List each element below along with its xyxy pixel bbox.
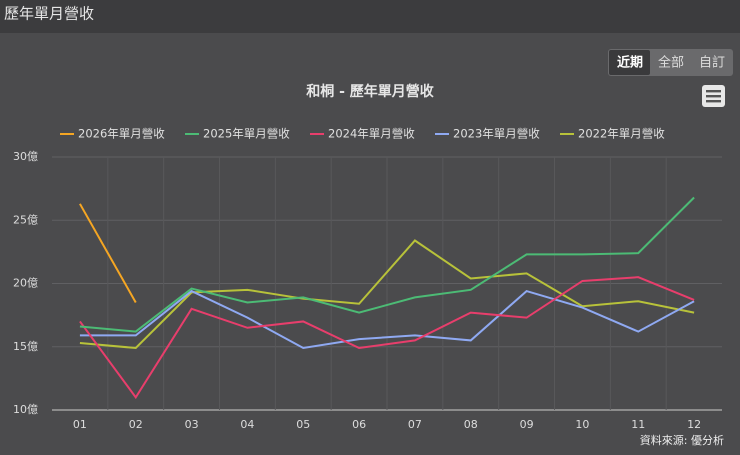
x-tick-label: 04	[240, 418, 254, 431]
x-tick-label: 05	[296, 418, 310, 431]
series-line	[79, 239, 695, 350]
legend-label: 2023年單月營收	[453, 127, 540, 141]
series-line	[79, 289, 695, 350]
legend-label: 2025年單月營收	[203, 127, 290, 141]
series-line	[79, 276, 695, 400]
y-tick-label: 15億	[13, 340, 38, 353]
menu-line	[706, 95, 721, 98]
button[interactable]: 自訂	[699, 55, 725, 71]
y-tick-label: 30億	[13, 150, 38, 163]
button[interactable]: 近期	[617, 55, 643, 71]
x-tick-label: 02	[129, 418, 143, 431]
x-tick-label: 07	[408, 418, 422, 431]
y-tick-label: 10億	[13, 403, 38, 416]
chart-title: 和桐 - 歷年單月營收	[306, 83, 435, 100]
menu-button[interactable]	[702, 85, 725, 107]
x-tick-label: 10	[575, 418, 589, 431]
legend-label: 2024年單月營收	[328, 127, 415, 141]
series-line	[79, 196, 695, 333]
button[interactable]: 全部	[658, 55, 684, 71]
x-tick-label: 08	[464, 418, 478, 431]
x-tick-label: 06	[352, 418, 366, 431]
x-tick-label: 09	[520, 418, 534, 431]
x-tick-label: 12	[687, 418, 701, 431]
menu-line	[706, 100, 721, 103]
series-line	[79, 203, 137, 303]
y-tick-label: 25億	[13, 213, 38, 226]
x-tick-label: 03	[185, 418, 199, 431]
header-title: 歷年單月營收	[4, 5, 94, 23]
y-tick-label: 20億	[13, 277, 38, 290]
x-tick-label: 01	[73, 418, 87, 431]
x-tick-label: 11	[631, 418, 645, 431]
menu-line	[706, 90, 721, 93]
button-active	[609, 50, 650, 75]
credit: 資料來源: 優分析	[640, 433, 724, 447]
header-bar	[0, 0, 740, 33]
legend-label: 2026年單月營收	[78, 127, 165, 141]
legend-label: 2022年單月營收	[578, 127, 665, 141]
